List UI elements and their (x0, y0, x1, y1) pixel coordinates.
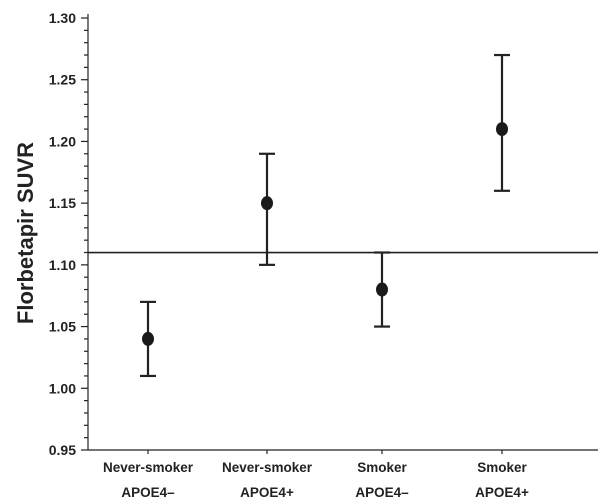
data-point (376, 282, 388, 297)
data-point (496, 122, 508, 137)
y-tick-label: 1.00 (49, 380, 76, 396)
axes (87, 14, 598, 451)
x-labels: Never-smoker APOE4– Never-smoker APOE4+ Smok… (103, 450, 529, 500)
x-category-label: Smoker (477, 460, 527, 475)
x-category-sublabel: APOE4+ (240, 485, 294, 500)
data-point-group (374, 251, 390, 328)
x-category-label: Smoker (357, 460, 407, 475)
y-tick-label: 1.20 (49, 133, 76, 149)
x-category-label: Never-smoker (103, 460, 194, 475)
y-tick-label: 1.25 (49, 72, 76, 88)
data-point (142, 331, 154, 346)
x-category-sublabel: APOE4– (355, 485, 409, 500)
y-tick-label: 1.10 (49, 257, 76, 273)
data-point-group (494, 53, 510, 192)
data-point-group (140, 300, 156, 378)
y-tick-label: 1.05 (49, 319, 76, 335)
x-category-label: Never-smoker (222, 460, 313, 475)
x-category-sublabel: APOE4– (121, 485, 175, 500)
y-ticks: 0.95 1.00 1.05 1.10 1.15 1.20 1.25 1.30 (49, 10, 88, 458)
x-category-sublabel: APOE4+ (475, 485, 529, 500)
y-tick-label: 1.15 (49, 195, 76, 211)
y-tick-label: 0.95 (49, 442, 76, 458)
y-tick-label: 1.30 (49, 10, 76, 26)
data-point-group (259, 152, 275, 266)
y-axis-label: Florbetapir SUVR (13, 142, 38, 324)
data-marks (140, 53, 510, 378)
data-point (261, 196, 273, 211)
